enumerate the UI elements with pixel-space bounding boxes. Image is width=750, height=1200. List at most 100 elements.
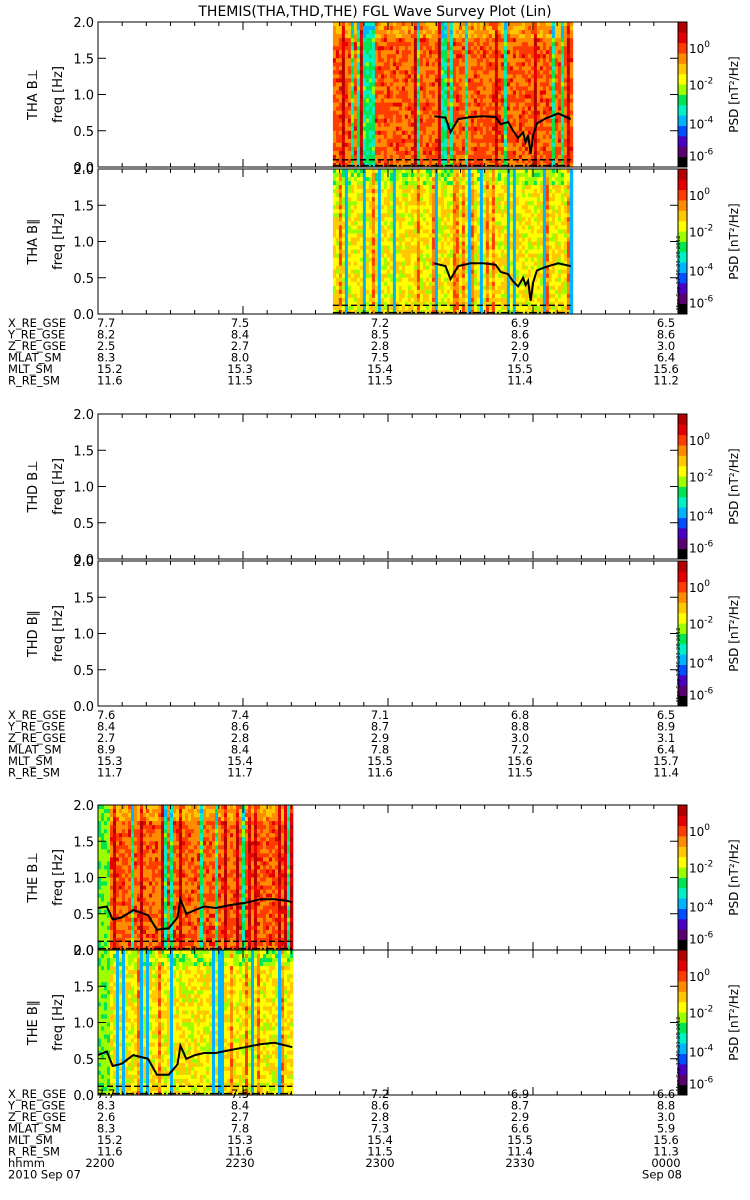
y-tick-label: 1.0 <box>73 89 94 104</box>
ephemeris-value: 2.9 <box>371 731 389 745</box>
y-tick-label: 1.5 <box>73 835 94 850</box>
date-left: 2010 Sep 07 <box>8 1168 81 1182</box>
colorbar-tick-label: 10-2 <box>689 615 713 631</box>
y-tick-label: 1.5 <box>73 444 94 459</box>
lower-band-lines <box>98 940 293 950</box>
colorbar: 100 10-2 10-4 10-6 PSD [nT²/Hz] <box>677 21 741 168</box>
ephemeris-value: 7.2 <box>371 1087 389 1101</box>
time-tick-label: 2200 <box>85 1156 114 1170</box>
colorbar-tick-label: 10-6 <box>689 1075 714 1091</box>
ephemeris-value: 2.8 <box>371 339 389 353</box>
ephemeris-value: 8.4 <box>231 743 249 757</box>
plot-title: THEMIS(THA,THD,THE) FGL Wave Survey Plot… <box>197 4 551 20</box>
timestamp-stamp: Mon Sep 17 05:21:28 2012 <box>676 1016 682 1091</box>
time-tick-label: 2230 <box>225 1156 254 1170</box>
y-tick-label: 1.5 <box>73 199 94 214</box>
ephemeris-value: 7.3 <box>371 1122 389 1136</box>
ephemeris-row-name: Z_RE_GSE <box>8 731 66 745</box>
colorbar: 100 10-2 10-4 10-6 PSD [nT²/Hz] Mon Sep 17 05… <box>676 949 741 1096</box>
colorbar-tick-label: 10-2 <box>689 76 713 92</box>
ephemeris-value: 8.8 <box>511 720 529 734</box>
ephemeris-value: 11.3 <box>653 1145 679 1159</box>
colorbar: 100 10-2 10-4 10-6 PSD [nT²/Hz] <box>677 413 741 560</box>
ephemeris-value: 8.3 <box>97 351 115 365</box>
ephemeris-value: 7.6 <box>97 708 115 722</box>
ephemeris-row-name: Y_RE_GSE <box>7 1099 65 1113</box>
ephemeris-value: 8.7 <box>511 1099 529 1113</box>
y-tick-label: 2.0 <box>73 163 94 178</box>
colorbar-tick-label: 100 <box>689 187 710 203</box>
ephemeris-value: 8.6 <box>231 720 249 734</box>
panel-5: 0.0 0.5 1.0 1.5 2.0 THE B⊥ freq [Hz] 100 10-2 10-… <box>26 799 741 959</box>
ephemeris-value: 8.7 <box>371 720 389 734</box>
ephemeris-value: 8.9 <box>657 720 675 734</box>
y-tick-label: 1.0 <box>73 1017 94 1032</box>
ephemeris-value: 11.4 <box>507 374 533 388</box>
spectrogram-panels: 0.0 0.5 1.0 1.5 2.0 THA B⊥ freq [Hz] 100 10-2 10-… <box>26 16 741 1104</box>
ephemeris-value: 2.8 <box>231 731 249 745</box>
y-tick-label: 2.0 <box>73 555 94 570</box>
ephemeris-value: 3.0 <box>657 339 675 353</box>
ephemeris-value: 6.6 <box>511 1122 529 1136</box>
ephemeris-value: 2.8 <box>371 1110 389 1124</box>
ephemeris-value: 7.0 <box>511 351 529 365</box>
ephemeris-row-name: X_RE_GSE <box>8 708 66 722</box>
colorbar-tick-label: 10-2 <box>689 468 713 484</box>
ephemeris-value: 11.5 <box>367 374 393 388</box>
panel-1: 0.0 0.5 1.0 1.5 2.0 THA B⊥ freq [Hz] 100 10-2 10-… <box>26 16 741 176</box>
ephemeris-value: 8.0 <box>231 351 249 365</box>
colorbar: 100 10-2 10-4 10-6 PSD [nT²/Hz] Mon Sep 17 05… <box>676 560 741 707</box>
ephemeris-value: 6.5 <box>657 316 675 330</box>
ephemeris-value: 11.7 <box>227 766 253 780</box>
ephemeris-value: 8.6 <box>371 1099 389 1113</box>
ephemeris-value: 11.6 <box>97 374 123 388</box>
panel-component-label: THA B⊥ <box>26 69 41 121</box>
colorbar-tick-label: 10-6 <box>689 930 714 946</box>
ephemeris-value: 15.5 <box>507 362 533 376</box>
ephemeris-value: 11.4 <box>507 1145 533 1159</box>
ephemeris-value: 15.3 <box>227 362 253 376</box>
ephemeris-value: 11.5 <box>367 1145 393 1159</box>
time-tick-label: 0000 <box>651 1156 680 1170</box>
y-tick-label: 2.0 <box>73 944 94 959</box>
y-axis-label: freq [Hz] <box>51 213 66 270</box>
y-tick-label: 1.5 <box>73 980 94 995</box>
y-tick-label: 2.0 <box>73 799 94 814</box>
colorbar-tick-label: 10-4 <box>689 1044 714 1060</box>
panel-component-label: THE B∥ <box>26 1000 41 1046</box>
ephemeris-THD: X_RE_GSE 7.6 7.4 7.1 6.8 6.5 Y_RE_GSE 8.4 8.6 8.7… <box>7 708 679 780</box>
colorbar: 100 10-2 10-4 10-6 PSD [nT²/Hz] <box>677 804 741 951</box>
ephemeris-row-name: MLT_SM <box>8 754 53 768</box>
ephemeris-value: 8.9 <box>97 743 115 757</box>
ephemeris-value: 11.5 <box>507 766 533 780</box>
ephemeris-row-name: MLT_SM <box>8 1133 53 1147</box>
colorbar-label: PSD [nT²/Hz] <box>727 595 741 671</box>
colorbar-label: PSD [nT²/Hz] <box>727 984 741 1060</box>
ephemeris-value: 2.7 <box>231 1110 249 1124</box>
y-tick-label: 0.5 <box>73 1053 94 1068</box>
ephemeris-value: 7.8 <box>231 1122 249 1136</box>
colorbar-tick-label: 10-4 <box>689 508 714 524</box>
ephemeris-row-name: MLT_SM <box>8 362 53 376</box>
y-tick-label: 0.0 <box>73 700 94 715</box>
y-axis-label: freq [Hz] <box>51 66 66 123</box>
colorbar-tick-label: 100 <box>689 579 710 595</box>
colorbar-tick-label: 100 <box>689 823 710 839</box>
ephemeris-row-name: X_RE_GSE <box>8 1087 66 1101</box>
ephemeris-value: 8.4 <box>97 720 115 734</box>
ephemeris-row-name: Z_RE_GSE <box>8 1110 66 1124</box>
colorbar-tick-label: 10-4 <box>689 263 714 279</box>
ephemeris-value: 7.8 <box>371 743 389 757</box>
ephemeris-value: 8.5 <box>371 328 389 342</box>
colorbar-tick-label: 10-6 <box>689 686 714 702</box>
ephemeris-value: 8.2 <box>97 328 115 342</box>
ephemeris-value: 3.0 <box>511 731 529 745</box>
ephemeris-value: 15.7 <box>653 754 679 768</box>
mean-frequency-line <box>97 1041 293 1076</box>
time-tick-label: 2330 <box>505 1156 534 1170</box>
y-tick-label: 1.0 <box>73 872 94 887</box>
panel-4: 0.0 0.5 1.0 1.5 2.0 THD B∥ freq [Hz] 100 10-2 10-… <box>26 555 741 715</box>
panel-component-label: THD B⊥ <box>26 460 41 513</box>
ephemeris-value: 11.6 <box>97 1145 123 1159</box>
